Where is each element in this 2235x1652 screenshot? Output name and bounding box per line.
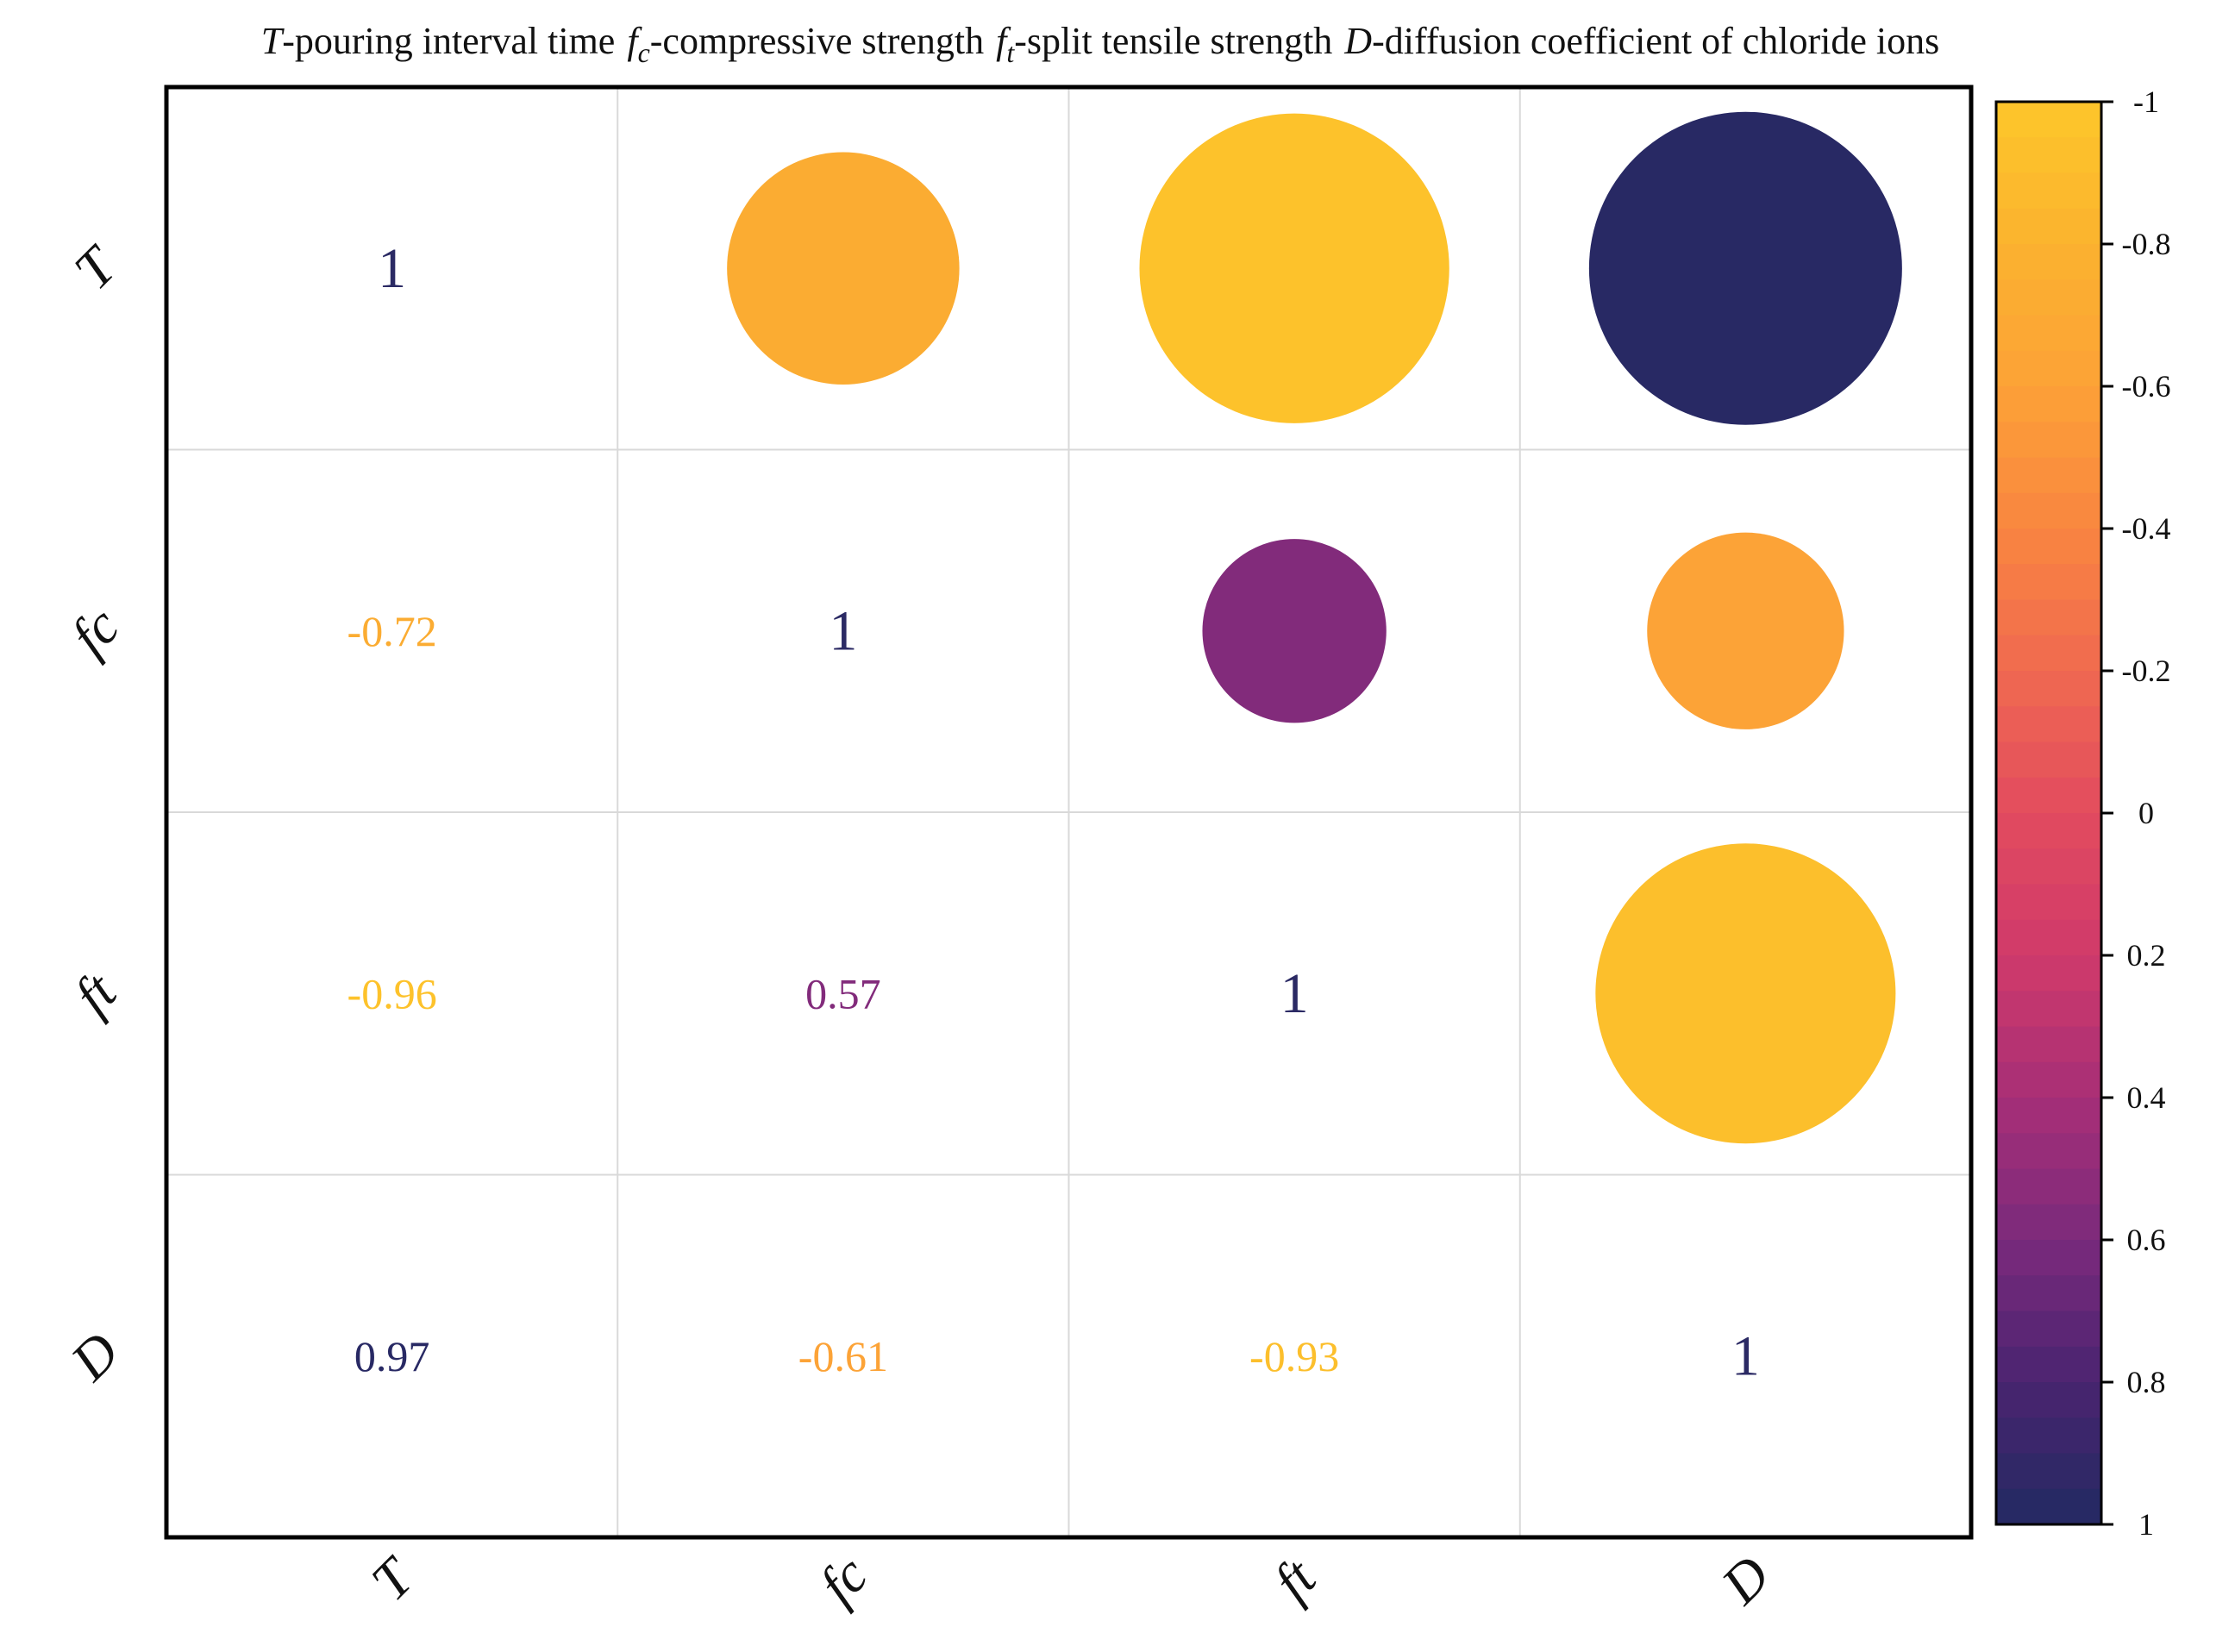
legend-subscript: c (638, 37, 650, 68)
colorbar-band (1996, 386, 2101, 422)
colorbar-band (1996, 1417, 2101, 1455)
colorbar-band (1996, 172, 2101, 210)
colorbar-band (1996, 1061, 2101, 1098)
diagonal-value-label: 1 (1280, 962, 1309, 1025)
colorbar-band (1996, 1098, 2101, 1134)
correlation-value-label: -0.61 (798, 1332, 888, 1380)
correlation-value-label: 0.97 (354, 1332, 430, 1380)
colorbar-tick-label: -0.2 (2122, 654, 2171, 688)
colorbar-band (1996, 350, 2101, 387)
colorbar-tick-label: -0.6 (2122, 369, 2171, 404)
diagonal-value-label: 1 (378, 237, 406, 300)
diagonal-value-label: 1 (1731, 1324, 1760, 1387)
colorbar-band (1996, 1168, 2101, 1205)
colorbar-tick-label: -0.8 (2122, 227, 2171, 261)
plot-frame (164, 84, 1974, 1540)
correlation-circle (727, 152, 960, 385)
colorbar-band (1996, 244, 2101, 280)
colorbar-band (1996, 813, 2101, 849)
colorbar-band (1996, 991, 2101, 1028)
legend-title: T-pouring interval time fc-compressive st… (261, 20, 1940, 68)
colorbar-band (1996, 1275, 2101, 1312)
legend-text: -compressive strength (650, 20, 984, 62)
colorbar-band (1996, 1240, 2101, 1276)
correlation-value-label: -0.93 (1249, 1332, 1339, 1380)
colorbar-band (1996, 1382, 2101, 1418)
colorbar-band (1996, 1133, 2101, 1170)
colorbar-tick-label: 1 (2138, 1507, 2154, 1542)
colorbar-band (1996, 208, 2101, 245)
diagonal-value-label: 1 (829, 599, 857, 662)
colorbar-tick-label: 0.2 (2127, 938, 2166, 973)
colorbar-band (1996, 919, 2101, 956)
legend-text: -diffusion coefficient of chloride ions (1372, 20, 1939, 62)
colorbar-band (1996, 635, 2101, 672)
correlation-value-label: 0.57 (805, 969, 881, 1017)
colorbar-band (1996, 848, 2101, 885)
y-axis-tick-label: fc (59, 595, 131, 666)
colorbar-band (1996, 1204, 2101, 1241)
colorbar-tick-label: 0.4 (2127, 1080, 2166, 1115)
correlation-value-label: -0.72 (347, 607, 437, 655)
colorbar-band (1996, 671, 2101, 707)
cell-layer: 1 -0.72 1 -0.96 0.57 1 0.97 -0.61 -0.93 1 (347, 111, 1902, 1387)
legend-text: -pouring interval time (282, 20, 615, 62)
colorbar-tick-label: 0.6 (2127, 1223, 2166, 1257)
colorbar-band (1996, 884, 2101, 921)
colorbar-band (1996, 742, 2101, 779)
colorbar-band (1996, 279, 2101, 316)
y-axis-tick-label: ft (62, 960, 128, 1026)
colorbar-tick-label: -1 (2133, 84, 2159, 119)
x-axis-tick-label: ft (1261, 1546, 1328, 1612)
y-axis-tick-label: T (62, 233, 129, 300)
correlation-circle (1595, 843, 1896, 1144)
colorbar-band (1996, 1453, 2101, 1490)
colorbar-band (1996, 529, 2101, 565)
legend-symbol: D (1343, 20, 1372, 62)
colorbar-band (1996, 1311, 2101, 1348)
colorbar-band (1996, 422, 2101, 459)
correlation-value-label: -0.96 (347, 969, 437, 1017)
x-axis-tick-label: T (360, 1544, 427, 1611)
x-axis-tick-label: fc (807, 1544, 879, 1616)
legend-text: -split tensile strength (1014, 20, 1332, 62)
colorbar-band (1996, 1026, 2101, 1063)
colorbar-band (1996, 564, 2101, 601)
colorbar-band (1996, 457, 2101, 494)
correlation-circle (1647, 532, 1844, 729)
colorbar-band (1996, 955, 2101, 992)
y-axis-labels: Tfc ft D (59, 233, 131, 1392)
correlation-circle (1139, 113, 1449, 423)
colorbar: -1 -0.8 -0.6 -0.4 -0.2 0 0.2 0.4 0.6 0.8 1 (1994, 84, 2171, 1542)
colorbar-band (1996, 492, 2101, 529)
colorbar-band (1996, 777, 2101, 814)
colorbar-band (1996, 137, 2101, 174)
grid-lines (166, 87, 1971, 1537)
legend-subscript: t (1006, 37, 1015, 68)
colorbar-band (1996, 315, 2101, 352)
legend-symbol: T (261, 20, 285, 62)
colorbar-tick-label: 0.8 (2127, 1365, 2166, 1399)
x-axis-tick-label: D (1709, 1544, 1781, 1617)
colorbar-band (1996, 102, 2101, 138)
correlation-circle (1588, 111, 1902, 425)
correlation-circle (1202, 539, 1387, 723)
colorbar-band (1996, 1346, 2101, 1383)
y-axis-tick-label: D (59, 1320, 131, 1392)
colorbar-tick-label: 0 (2138, 796, 2154, 830)
colorbar-tick-label: -0.4 (2122, 511, 2171, 546)
colorbar-band (1996, 599, 2101, 636)
colorbar-band (1996, 1488, 2101, 1525)
colorbar-band (1996, 706, 2101, 743)
